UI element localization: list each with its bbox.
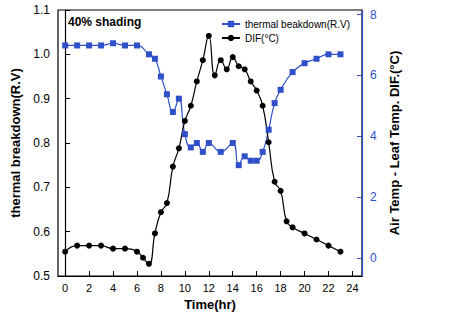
svg-text:40% shading: 40% shading xyxy=(68,15,141,29)
svg-text:Time(hr): Time(hr) xyxy=(184,297,236,312)
svg-text:0.5: 0.5 xyxy=(33,269,50,283)
svg-text:18: 18 xyxy=(274,282,286,294)
svg-text:2: 2 xyxy=(370,190,377,204)
svg-text:Air Temp - Leaf Temp. DIF.(°C): Air Temp - Leaf Temp. DIF.(°C) xyxy=(387,51,402,236)
svg-text:0.6: 0.6 xyxy=(33,225,50,239)
svg-text:4: 4 xyxy=(370,129,377,143)
svg-text:10: 10 xyxy=(179,282,191,294)
svg-text:6: 6 xyxy=(134,282,140,294)
svg-text:0.9: 0.9 xyxy=(33,92,50,106)
svg-text:8: 8 xyxy=(370,8,377,22)
svg-text:0.8: 0.8 xyxy=(33,136,50,150)
svg-text:1.0: 1.0 xyxy=(33,47,50,61)
svg-text:22: 22 xyxy=(322,282,334,294)
svg-text:24: 24 xyxy=(346,282,358,294)
svg-text:16: 16 xyxy=(251,282,263,294)
svg-text:thermal breakdown(R.V): thermal breakdown(R.V) xyxy=(8,68,23,218)
svg-text:8: 8 xyxy=(158,282,164,294)
svg-text:14: 14 xyxy=(227,282,239,294)
svg-text:0: 0 xyxy=(62,282,68,294)
svg-text:DIF(°C): DIF(°C) xyxy=(245,33,279,44)
svg-text:thermal beakdown(R.V): thermal beakdown(R.V) xyxy=(245,19,350,30)
svg-text:20: 20 xyxy=(298,282,310,294)
svg-text:1.1: 1.1 xyxy=(33,3,50,17)
svg-text:4: 4 xyxy=(110,282,116,294)
svg-text:0.7: 0.7 xyxy=(33,180,50,194)
svg-text:12: 12 xyxy=(203,282,215,294)
svg-text:0: 0 xyxy=(370,251,377,265)
svg-text:2: 2 xyxy=(86,282,92,294)
svg-text:6: 6 xyxy=(370,68,377,82)
